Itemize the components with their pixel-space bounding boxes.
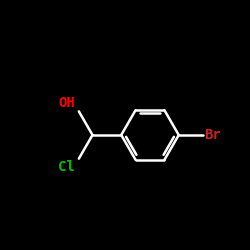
Text: Br: Br: [204, 128, 221, 142]
Text: Cl: Cl: [58, 160, 75, 174]
Text: OH: OH: [58, 96, 75, 110]
